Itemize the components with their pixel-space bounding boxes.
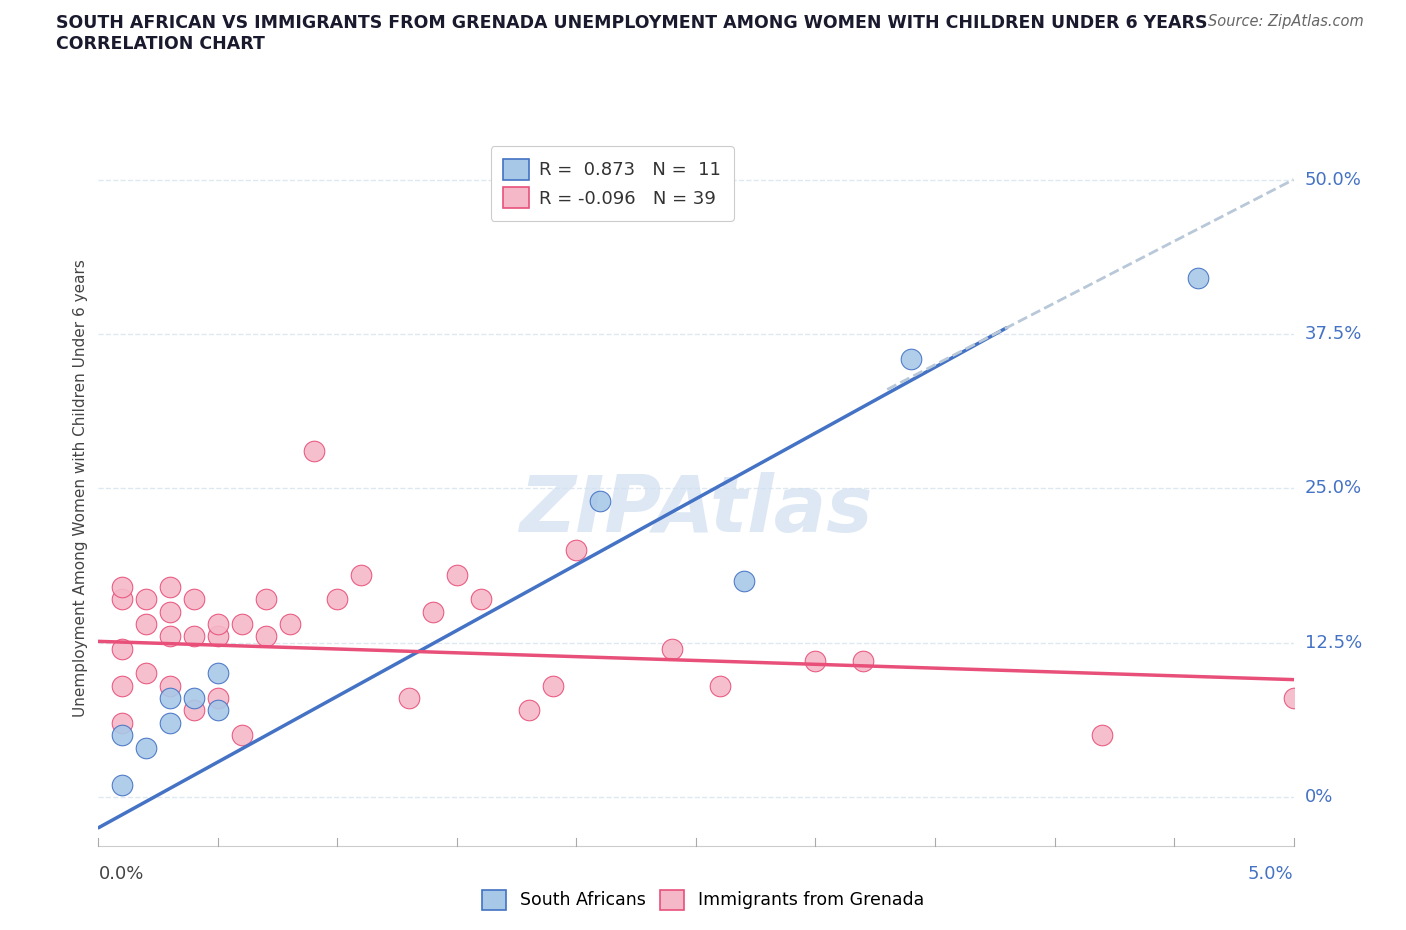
Point — [183, 691, 205, 706]
Text: ZIPAtlas: ZIPAtlas — [519, 472, 873, 548]
Text: 0.0%: 0.0% — [98, 865, 143, 883]
Point — [207, 617, 229, 631]
Point — [470, 591, 492, 606]
Point — [135, 591, 157, 606]
Point — [111, 678, 134, 693]
Point — [517, 703, 540, 718]
Text: 5.0%: 5.0% — [1249, 865, 1294, 883]
Text: CORRELATION CHART: CORRELATION CHART — [56, 35, 266, 53]
Legend: South Africans, Immigrants from Grenada: South Africans, Immigrants from Grenada — [475, 883, 931, 917]
Point — [302, 444, 325, 458]
Point — [111, 777, 134, 792]
Point — [159, 604, 181, 619]
Text: Source: ZipAtlas.com: Source: ZipAtlas.com — [1208, 14, 1364, 29]
Point — [207, 703, 229, 718]
Point — [1091, 728, 1114, 743]
Point — [111, 715, 134, 730]
Point — [1187, 271, 1209, 286]
Point — [852, 654, 875, 669]
Point — [398, 691, 420, 706]
Point — [183, 629, 205, 644]
Point — [422, 604, 444, 619]
Point — [207, 691, 229, 706]
Point — [254, 629, 277, 644]
Y-axis label: Unemployment Among Women with Children Under 6 years: Unemployment Among Women with Children U… — [73, 259, 87, 717]
Point — [709, 678, 731, 693]
Text: 12.5%: 12.5% — [1305, 633, 1362, 652]
Point — [207, 629, 229, 644]
Point — [804, 654, 827, 669]
Point — [135, 666, 157, 681]
Point — [183, 703, 205, 718]
Point — [207, 666, 229, 681]
Point — [733, 574, 755, 589]
Point — [254, 591, 277, 606]
Point — [135, 617, 157, 631]
Point — [159, 715, 181, 730]
Point — [183, 591, 205, 606]
Point — [111, 579, 134, 594]
Point — [231, 617, 253, 631]
Point — [159, 579, 181, 594]
Point — [135, 740, 157, 755]
Point — [541, 678, 564, 693]
Legend: R =  0.873   N =  11, R = -0.096   N = 39: R = 0.873 N = 11, R = -0.096 N = 39 — [491, 146, 734, 220]
Point — [231, 728, 253, 743]
Text: SOUTH AFRICAN VS IMMIGRANTS FROM GRENADA UNEMPLOYMENT AMONG WOMEN WITH CHILDREN : SOUTH AFRICAN VS IMMIGRANTS FROM GRENADA… — [56, 14, 1208, 32]
Point — [111, 728, 134, 743]
Point — [159, 629, 181, 644]
Text: 50.0%: 50.0% — [1305, 170, 1361, 189]
Point — [350, 567, 373, 582]
Point — [900, 352, 922, 366]
Point — [278, 617, 301, 631]
Point — [446, 567, 468, 582]
Point — [565, 542, 588, 557]
Text: 25.0%: 25.0% — [1305, 479, 1362, 498]
Point — [111, 642, 134, 657]
Text: 0%: 0% — [1305, 788, 1333, 806]
Point — [1282, 691, 1305, 706]
Point — [159, 678, 181, 693]
Point — [159, 691, 181, 706]
Point — [661, 642, 683, 657]
Text: 37.5%: 37.5% — [1305, 325, 1362, 343]
Point — [111, 591, 134, 606]
Point — [326, 591, 349, 606]
Point — [589, 493, 612, 508]
